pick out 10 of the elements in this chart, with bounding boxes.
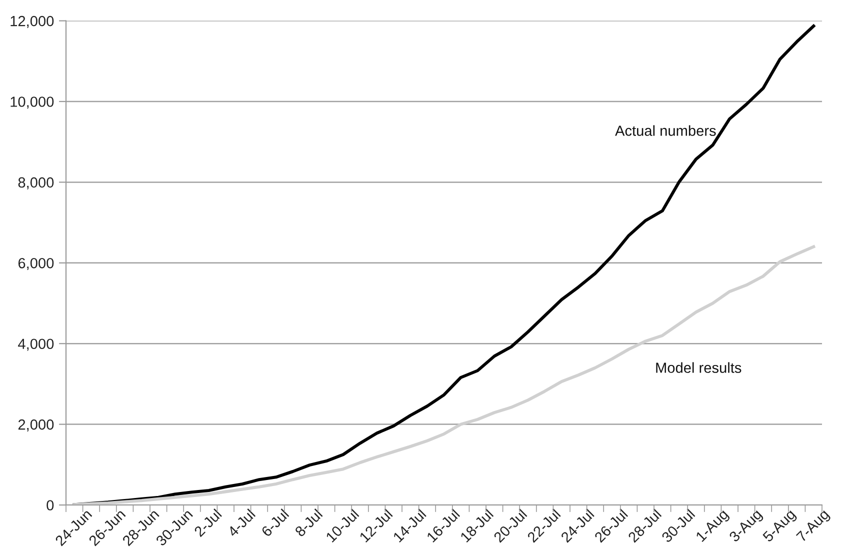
y-tick-label: 0 bbox=[46, 500, 54, 510]
y-tick-label: 10,000 bbox=[10, 96, 54, 109]
annotation: Actual numbers bbox=[615, 125, 716, 136]
y-tick-label: 2,000 bbox=[18, 419, 54, 432]
y-tick-label: 6,000 bbox=[18, 258, 54, 270]
line-series bbox=[72, 245, 816, 505]
y-tick-label: 4,000 bbox=[18, 338, 54, 351]
y-tick-label: 8,000 bbox=[18, 177, 54, 190]
y-tick-label: 12,000 bbox=[10, 16, 54, 28]
annotation: Model results bbox=[656, 362, 742, 373]
